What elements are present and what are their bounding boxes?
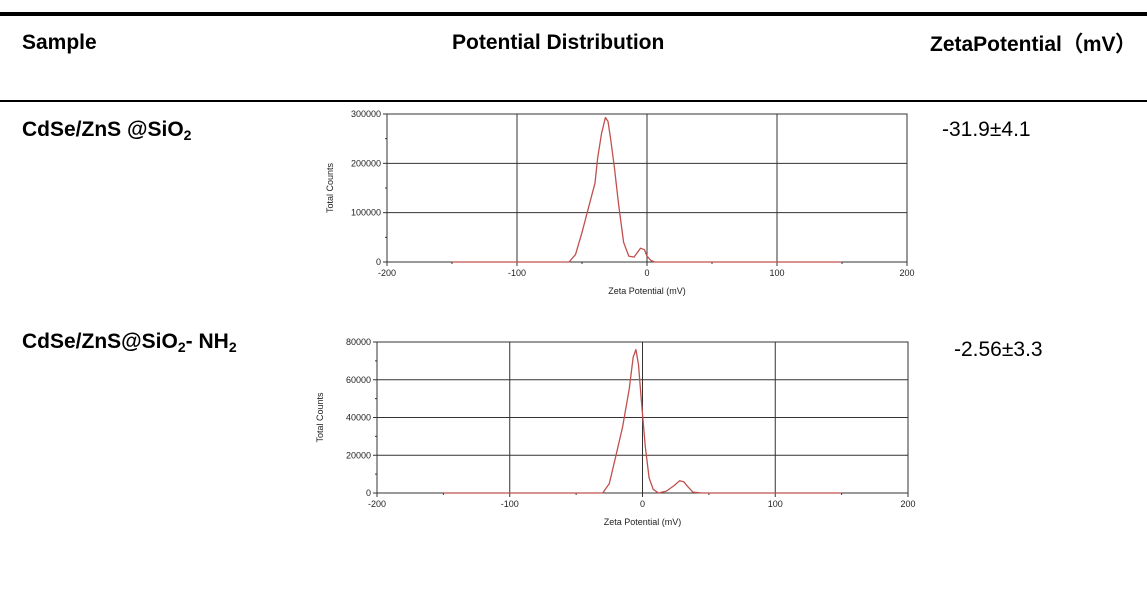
zeta-value-row-1: -31.9±4.1	[942, 118, 1031, 141]
x-tick-label: -100	[501, 499, 519, 509]
y-axis-label: Total Counts	[325, 162, 335, 213]
x-tick-label: 100	[768, 499, 783, 509]
table-top-rule	[0, 12, 1147, 16]
x-tick-label: 200	[900, 499, 915, 509]
table-header-rule	[0, 100, 1147, 102]
x-tick-label: 0	[644, 268, 649, 278]
y-tick-label: 300000	[351, 109, 381, 119]
header-sample: Sample	[22, 31, 97, 54]
x-tick-label: -100	[508, 268, 526, 278]
x-tick-label: 200	[899, 268, 914, 278]
y-tick-label: 20000	[346, 450, 371, 460]
header-potential-distribution: Potential Distribution	[452, 31, 665, 54]
y-tick-label: 0	[366, 488, 371, 498]
potential-distribution-chart-1: -200 -100 0 100 200 0 100000 200000 300000 Zeta P…	[325, 109, 915, 296]
y-tick-label: 80000	[346, 337, 371, 347]
y-tick-label: 40000	[346, 413, 371, 423]
x-axis-label: Zeta Potential (mV)	[608, 286, 686, 296]
x-tick-label: 0	[640, 499, 645, 509]
series-line	[452, 116, 842, 263]
zeta-value-row-2: -2.56±3.3	[954, 338, 1043, 361]
x-tick-label: 100	[769, 268, 784, 278]
potential-distribution-chart-2: -200 -100 0 100 200 0 20000 40000 60000 80000 Zeta…	[315, 337, 916, 527]
series-line	[443, 348, 842, 494]
x-tick-label: -200	[378, 268, 396, 278]
y-tick-label: 200000	[351, 158, 381, 168]
x-axis-label: Zeta Potential (mV)	[604, 517, 682, 527]
y-axis-label: Total Counts	[315, 392, 325, 443]
y-tick-label: 0	[376, 257, 381, 267]
sample-name-row-1: CdSe/ZnS @SiO2	[22, 118, 192, 143]
x-tick-label: -200	[368, 499, 386, 509]
y-tick-label: 100000	[351, 208, 381, 218]
sample-name-row-2: CdSe/ZnS@SiO2- NH2	[22, 330, 237, 355]
header-zeta-potential: ZetaPotential（mV）	[930, 33, 1137, 56]
y-tick-label: 60000	[346, 375, 371, 385]
